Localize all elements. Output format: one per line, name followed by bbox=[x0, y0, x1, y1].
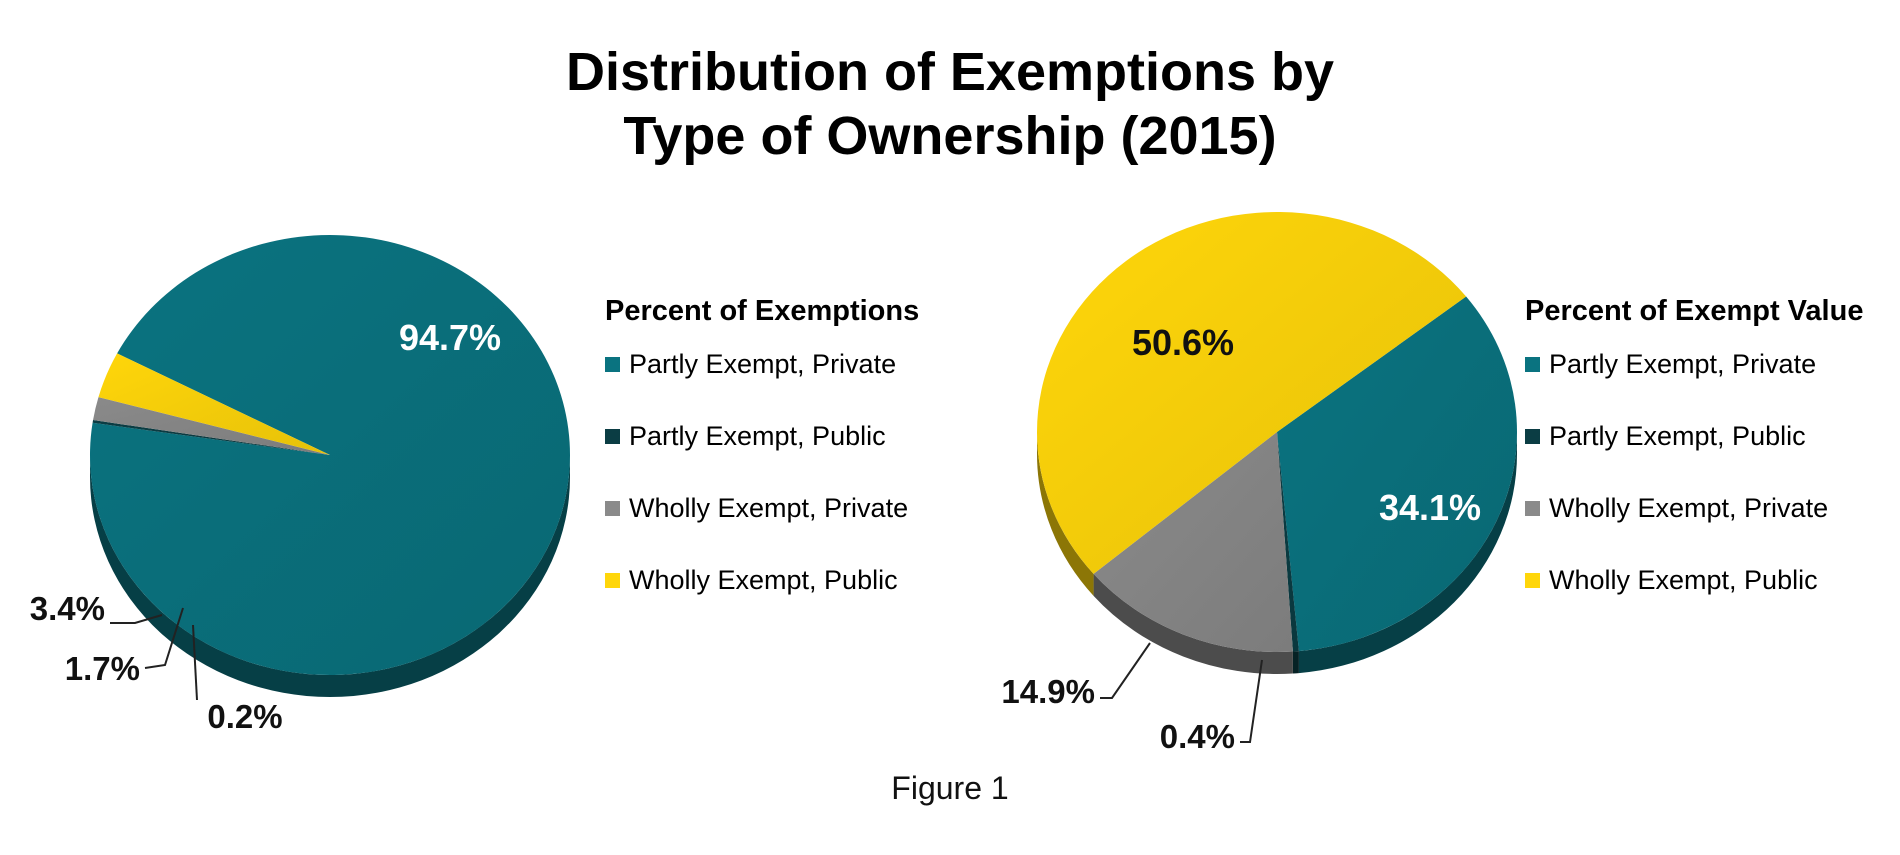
data-label: 34.1% bbox=[1379, 487, 1481, 528]
legend-item: Partly Exempt, Private bbox=[1525, 348, 1863, 380]
figure-caption: Figure 1 bbox=[891, 770, 1009, 806]
legend-title: Percent of Exemptions bbox=[605, 295, 920, 327]
legend-swatch bbox=[605, 356, 620, 372]
legend-swatch bbox=[1525, 572, 1540, 588]
data-label: 0.4% bbox=[1160, 718, 1235, 755]
legend-swatch bbox=[605, 500, 620, 516]
leader-line bbox=[110, 614, 163, 624]
data-label: 50.6% bbox=[1132, 322, 1234, 363]
legend-swatch bbox=[605, 572, 620, 588]
legend-exemptions: Percent of Exemptions Partly Exempt, Pri… bbox=[605, 295, 919, 636]
legend-label: Partly Exempt, Private bbox=[1549, 348, 1817, 379]
legend-swatch bbox=[1525, 500, 1540, 516]
pie-chart-1: 94.7% 0.2% 1.7% 3.4% bbox=[30, 235, 570, 735]
pie-slice bbox=[92, 420, 331, 455]
legend-label: Partly Exempt, Public bbox=[1549, 420, 1806, 451]
chart-title: Distribution of Exemptions by Type of Ow… bbox=[0, 40, 1900, 168]
pie-slice bbox=[1277, 432, 1299, 652]
legend-swatch bbox=[1525, 356, 1540, 372]
leader-line bbox=[144, 607, 184, 669]
legend-title: Percent of Exempt Value bbox=[1525, 295, 1864, 327]
pie-slice-side bbox=[1093, 573, 1293, 674]
chart-title-line-2: Type of Ownership (2015) bbox=[623, 106, 1277, 166]
legend-item: Wholly Exempt, Public bbox=[605, 564, 919, 596]
pie-slice bbox=[93, 397, 330, 455]
pie-slice-side bbox=[1037, 432, 1094, 596]
legend-item: Wholly Exempt, Private bbox=[1525, 492, 1863, 524]
legend-label: Wholly Exempt, Public bbox=[1549, 564, 1818, 595]
legend-exempt-value: Percent of Exempt Value Partly Exempt, P… bbox=[1525, 295, 1863, 636]
legend-swatch bbox=[1525, 428, 1540, 444]
legend-item: Partly Exempt, Public bbox=[1525, 420, 1863, 452]
leader-line bbox=[1240, 659, 1263, 743]
leader-line bbox=[1100, 642, 1151, 699]
pie-slice bbox=[89, 235, 570, 675]
legend-label: Partly Exempt, Private bbox=[629, 348, 897, 379]
legend-label: Wholly Exempt, Private bbox=[1549, 492, 1829, 523]
legend-label: Partly Exempt, Public bbox=[629, 420, 886, 451]
pie-slice bbox=[1277, 296, 1517, 652]
data-label: 3.4% bbox=[30, 590, 105, 627]
pie-chart-2: 34.1% 0.4% 14.9% 50.6% bbox=[1001, 212, 1517, 755]
pie-slice bbox=[1037, 212, 1467, 574]
pie-slice-side bbox=[1298, 432, 1517, 674]
legend-item: Partly Exempt, Public bbox=[605, 420, 919, 452]
legend-swatch bbox=[605, 428, 620, 444]
legend-item: Wholly Exempt, Private bbox=[605, 492, 919, 524]
legend-item: Partly Exempt, Private bbox=[605, 348, 919, 380]
legend-label: Wholly Exempt, Public bbox=[629, 564, 898, 595]
data-label: 1.7% bbox=[65, 650, 140, 687]
data-label: 14.9% bbox=[1001, 673, 1095, 710]
pie-slice-side bbox=[1292, 651, 1299, 674]
leader-line bbox=[192, 624, 198, 701]
legend-label: Wholly Exempt, Private bbox=[629, 492, 909, 523]
data-label: 0.2% bbox=[207, 698, 282, 735]
data-label: 94.7% bbox=[399, 317, 501, 358]
pie-slice bbox=[1093, 432, 1293, 652]
legend-item: Wholly Exempt, Public bbox=[1525, 564, 1863, 596]
chart-title-line-1: Distribution of Exemptions by bbox=[565, 42, 1335, 102]
pie-slice bbox=[98, 353, 330, 455]
